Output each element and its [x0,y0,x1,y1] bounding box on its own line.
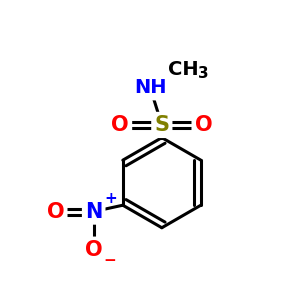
Text: O: O [85,240,103,260]
Text: 3: 3 [198,66,209,81]
Text: NH: NH [134,79,166,98]
Text: O: O [111,115,129,135]
Text: CH: CH [169,60,199,79]
Text: O: O [47,202,64,222]
Text: N: N [85,202,102,222]
Text: S: S [154,115,169,135]
Text: +: + [105,191,117,206]
Text: −: − [103,253,116,268]
Text: O: O [195,115,212,135]
